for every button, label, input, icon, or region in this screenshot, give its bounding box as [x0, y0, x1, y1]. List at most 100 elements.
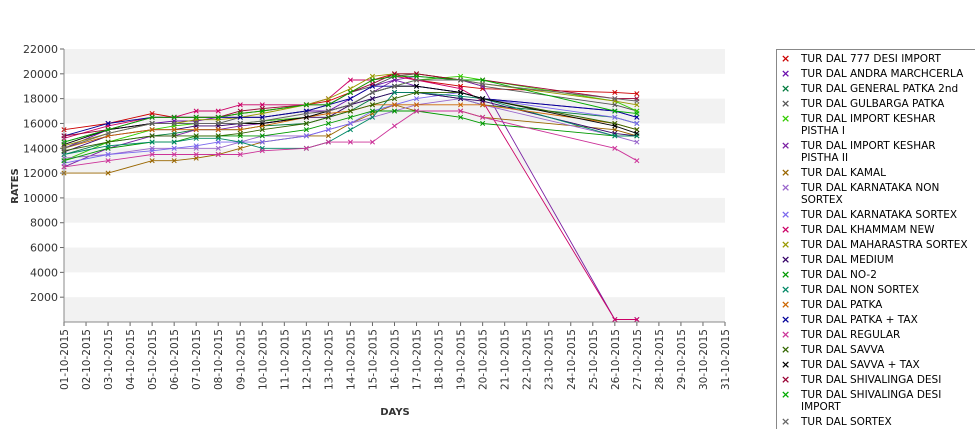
data-point	[325, 133, 331, 139]
data-point	[634, 316, 640, 323]
legend-label: TUR DAL SORTEX	[801, 416, 892, 428]
legend-item: × TUR DAL GENERAL PATKA 2nd	[777, 83, 975, 96]
legend-label: TUR DAL MAHARASTRA SORTEX	[801, 239, 968, 251]
series-21	[61, 77, 640, 151]
legend-marker-icon: ×	[781, 223, 791, 236]
data-point	[612, 89, 618, 95]
data-point	[325, 120, 331, 127]
y-tick-label: 20000	[23, 68, 58, 81]
data-point	[347, 102, 353, 108]
data-point	[105, 158, 111, 164]
legend-marker-icon: ×	[781, 166, 791, 179]
x-tick-label: 28-10-2015	[654, 329, 666, 390]
data-point	[259, 139, 265, 145]
data-point	[413, 102, 420, 108]
data-point	[634, 91, 640, 97]
legend-label: TUR DAL KAMAL	[801, 167, 886, 179]
data-point	[259, 114, 265, 120]
data-point	[612, 114, 618, 120]
legend-label: TUR DAL NO-2	[801, 269, 877, 281]
chart-legend: × TUR DAL 777 DESI IMPORT × TUR DAL ANDRA M…	[776, 49, 975, 429]
x-tick-label: 08-10-2015	[213, 329, 225, 390]
legend-item: × TUR DAL SHIVALINGA DESI IMPORT	[777, 389, 975, 414]
data-point	[215, 151, 221, 158]
x-tick-label: 06-10-2015	[169, 329, 181, 390]
legend-marker-icon: ×	[781, 208, 791, 221]
axes	[63, 49, 725, 323]
legend-item: × TUR DAL PATKA + TAX	[777, 314, 975, 327]
legend-label: TUR DAL GULBARGA PATKA	[801, 98, 945, 110]
data-point	[105, 170, 111, 176]
x-tick-label: 01-10-2015	[59, 329, 71, 390]
legend-marker-icon: ×	[781, 298, 791, 311]
series-lines	[61, 71, 640, 323]
data-point	[480, 77, 486, 83]
legend-marker-icon: ×	[781, 97, 791, 110]
data-point	[458, 86, 464, 92]
legend-label: TUR DAL PATKA + TAX	[801, 314, 918, 326]
legend-marker-icon: ×	[781, 238, 791, 251]
data-point	[369, 114, 376, 120]
data-point	[171, 151, 177, 158]
legend-item: × TUR DAL GULBARGA PATKA	[777, 97, 975, 111]
data-point	[634, 139, 640, 145]
legend-marker-icon: ×	[781, 343, 791, 356]
x-tick-label: 29-10-2015	[676, 329, 688, 390]
data-point	[634, 158, 640, 164]
legend-marker-icon: ×	[781, 268, 791, 281]
legend-label: TUR DAL NON SORTEX	[801, 284, 920, 296]
legend-item: × TUR DAL NON SORTEX	[777, 284, 975, 297]
data-point	[458, 114, 464, 120]
x-tick-label: 30-10-2015	[698, 329, 710, 390]
grid-band	[64, 297, 725, 322]
data-point	[458, 108, 464, 114]
data-point	[347, 108, 353, 114]
legend-label: TUR DAL IMPORT KESHAR PISTHA II	[801, 140, 936, 164]
x-tick-label: 31-10-2015	[720, 329, 732, 390]
legend-label: TUR DAL SAVVA + TAX	[801, 359, 920, 371]
data-point	[458, 73, 464, 79]
data-point	[325, 96, 331, 102]
data-point	[391, 89, 398, 95]
data-point	[391, 96, 398, 102]
data-point	[325, 114, 331, 120]
data-point	[171, 133, 177, 139]
data-point	[413, 83, 420, 89]
legend-item: × TUR DAL SAVVA	[777, 343, 975, 357]
legend-item: × TUR DAL KARNATAKA NON SORTEX	[777, 182, 975, 207]
x-tick-label: 07-10-2015	[191, 329, 203, 390]
data-point	[171, 145, 177, 151]
data-point	[149, 127, 155, 133]
x-tick-label: 19-10-2015	[456, 329, 468, 390]
legend-marker-icon: ×	[781, 253, 791, 266]
data-point	[237, 114, 243, 120]
x-tick-label: 20-10-2015	[478, 329, 490, 390]
data-point	[105, 127, 111, 133]
data-point	[193, 114, 199, 120]
legend-item: × TUR DAL KARNATAKA SORTEX	[777, 208, 975, 222]
grid-bands	[64, 49, 725, 322]
data-point	[634, 110, 640, 117]
legend-item: × TUR DAL KAMAL	[777, 166, 975, 180]
series-line	[63, 73, 637, 131]
data-point	[458, 93, 464, 99]
x-tick-label: 02-10-2015	[81, 329, 93, 390]
data-point	[634, 130, 640, 136]
legend-item: × TUR DAL MEDIUM	[777, 253, 975, 267]
y-tick-label: 22000	[23, 43, 58, 56]
data-point	[347, 120, 353, 127]
data-point	[259, 127, 265, 133]
y-tick-label: 8000	[30, 217, 58, 230]
x-tick-label: 10-10-2015	[257, 329, 269, 390]
data-point	[612, 108, 618, 114]
legend-label: TUR DAL ANDRA MARCHCERLA	[801, 68, 964, 80]
data-point	[413, 73, 420, 79]
legend-item: × TUR DAL SAVVA + TAX	[777, 359, 975, 372]
legend-marker-icon: ×	[781, 328, 791, 341]
grid-band	[64, 247, 725, 273]
legend-label: TUR DAL KHAMMAM NEW	[801, 224, 935, 236]
legend-item: × TUR DAL SHIVALINGA DESI	[777, 374, 975, 387]
data-point	[193, 108, 199, 114]
y-axis-label: RATES	[10, 168, 21, 204]
data-point	[634, 102, 640, 108]
